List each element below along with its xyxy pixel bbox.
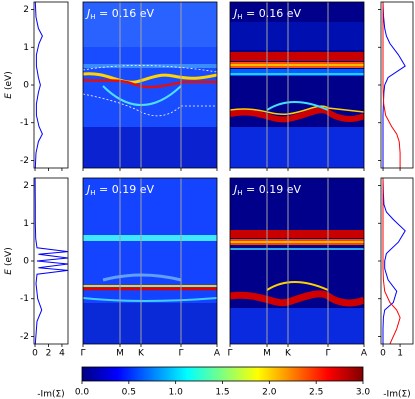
x-tick-label: 1 bbox=[397, 349, 403, 359]
spectral-curve bbox=[382, 178, 401, 344]
annotation-value: = 0.19 eV bbox=[243, 183, 302, 196]
annotation: JH = 0.16 eV bbox=[85, 7, 154, 21]
y-tick-label: -1 bbox=[20, 118, 29, 128]
y-tick-label: -2 bbox=[20, 332, 29, 342]
heatmap bbox=[83, 178, 217, 344]
heatmap bbox=[230, 2, 364, 168]
heatmap bbox=[230, 178, 364, 344]
spectral-curve bbox=[34, 2, 43, 168]
k-label: A bbox=[214, 349, 221, 359]
y-tick-label: 1 bbox=[23, 219, 29, 229]
x-axis-label: -Im(Σ) bbox=[37, 390, 64, 399]
k-label: K bbox=[285, 349, 292, 359]
k-label: Γ bbox=[325, 349, 330, 359]
annotation-symbol: J bbox=[232, 7, 237, 20]
y-axis-symbol: E bbox=[4, 93, 14, 99]
annotation: JH = 0.16 eV bbox=[232, 7, 301, 21]
colorbar-tick-label: 1.0 bbox=[169, 388, 184, 398]
panel-frame bbox=[380, 1, 414, 169]
annotation-subscript: H bbox=[90, 189, 95, 197]
colorbar-tick-label: 2.5 bbox=[309, 388, 323, 398]
y-tick-label: 0 bbox=[23, 257, 29, 267]
y-tick-label: -2 bbox=[20, 156, 29, 166]
colorbar-tick-label: 2.0 bbox=[262, 388, 277, 398]
k-label: M bbox=[116, 349, 124, 359]
y-axis-label: E (eV) bbox=[4, 71, 14, 98]
x-axis-label: -Im(Σ) bbox=[383, 390, 410, 399]
annotation-value: = 0.19 eV bbox=[96, 183, 155, 196]
spectral-curve bbox=[382, 178, 406, 344]
panel-frame bbox=[380, 177, 414, 345]
colorbar-tick-label: 0.5 bbox=[122, 388, 136, 398]
panel-frame bbox=[229, 177, 365, 345]
y-tick-label: -1 bbox=[20, 294, 29, 304]
annotation-subscript: H bbox=[237, 13, 242, 21]
annotation-subscript: H bbox=[237, 189, 242, 197]
k-label: K bbox=[138, 349, 145, 359]
k-label: Γ bbox=[80, 349, 85, 359]
y-tick-label: 2 bbox=[23, 181, 29, 191]
annotation-value: = 0.16 eV bbox=[96, 7, 155, 20]
spectral-curve bbox=[382, 2, 406, 168]
y-axis-label: E (eV) bbox=[4, 247, 14, 274]
panel-frame bbox=[33, 1, 69, 169]
heatmap bbox=[83, 2, 217, 168]
y-tick-label: 2 bbox=[23, 5, 29, 15]
annotation: JH = 0.19 eV bbox=[232, 183, 301, 197]
x-tick-label: 0 bbox=[32, 349, 38, 359]
annotation-symbol: J bbox=[232, 183, 237, 196]
panel-frame bbox=[229, 1, 365, 169]
annotation-value: = 0.16 eV bbox=[243, 7, 302, 20]
annotation-symbol: J bbox=[85, 183, 90, 196]
colorbar bbox=[81, 366, 364, 382]
annotation-subscript: H bbox=[90, 13, 95, 21]
y-axis-unit: (eV) bbox=[4, 247, 14, 266]
k-label: Γ bbox=[178, 349, 183, 359]
y-tick-label: 0 bbox=[23, 81, 29, 91]
panel-frame bbox=[82, 1, 218, 169]
k-label: M bbox=[263, 349, 271, 359]
y-axis-symbol: E bbox=[4, 269, 14, 275]
colorbar-tick-label: 0.0 bbox=[75, 388, 90, 398]
spectral-curve bbox=[382, 2, 401, 168]
y-axis-unit: (eV) bbox=[4, 71, 14, 90]
k-label: A bbox=[361, 349, 368, 359]
y-tick-label: 1 bbox=[23, 43, 29, 53]
colorbar-tick-label: 3.0 bbox=[356, 388, 371, 398]
panel-frame bbox=[82, 177, 218, 345]
annotation-symbol: J bbox=[85, 7, 90, 20]
x-tick-label: 0 bbox=[380, 349, 386, 359]
spectral-curve bbox=[34, 178, 68, 344]
k-label: Γ bbox=[227, 349, 232, 359]
x-tick-label: 2 bbox=[46, 349, 52, 359]
annotation: JH = 0.19 eV bbox=[85, 183, 154, 197]
colorbar-tick-label: 1.5 bbox=[215, 388, 229, 398]
x-tick-label: 4 bbox=[59, 349, 65, 359]
